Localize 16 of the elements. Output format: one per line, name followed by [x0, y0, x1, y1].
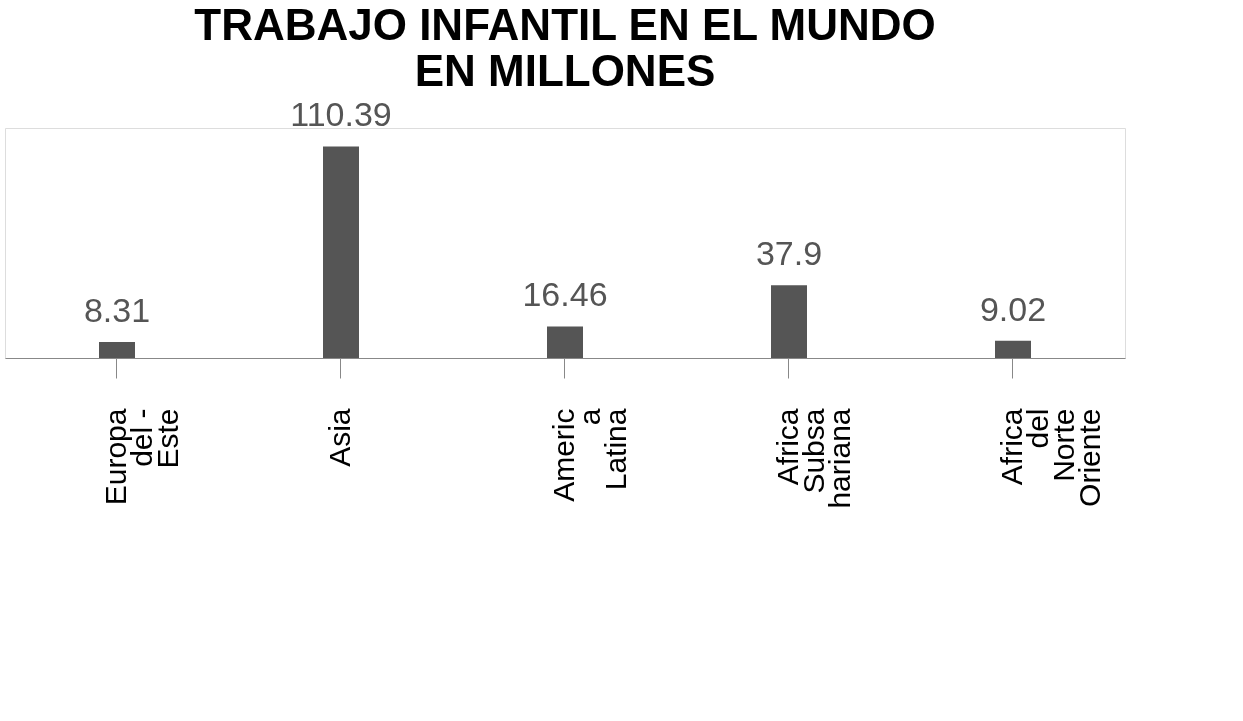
data-label: 9.02 [979, 289, 1047, 328]
bar [547, 326, 583, 358]
x-tick-label: Americ a Latina [547, 408, 632, 502]
data-label: 37.9 [755, 234, 823, 273]
chart-title: TRABAJO INFANTIL EN EL MUNDO EN MILLONES [194, 0, 936, 96]
bar [99, 342, 135, 358]
bar [323, 146, 359, 358]
data-label: 110.39 [290, 95, 392, 134]
x-tick-label: Asia [323, 408, 356, 467]
x-tick-label: Europa del - Este [99, 408, 184, 506]
data-label: 8.31 [83, 291, 151, 330]
x-tick-label: Africa Subsa hariana [771, 408, 856, 509]
x-tick-label: Africa del Norte Oriente [995, 408, 1106, 507]
data-label: 16.46 [522, 275, 608, 314]
bar [771, 285, 807, 358]
bar [995, 340, 1031, 358]
